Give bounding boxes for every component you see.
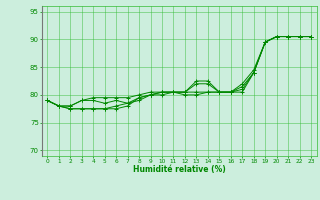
X-axis label: Humidité relative (%): Humidité relative (%) <box>133 165 226 174</box>
